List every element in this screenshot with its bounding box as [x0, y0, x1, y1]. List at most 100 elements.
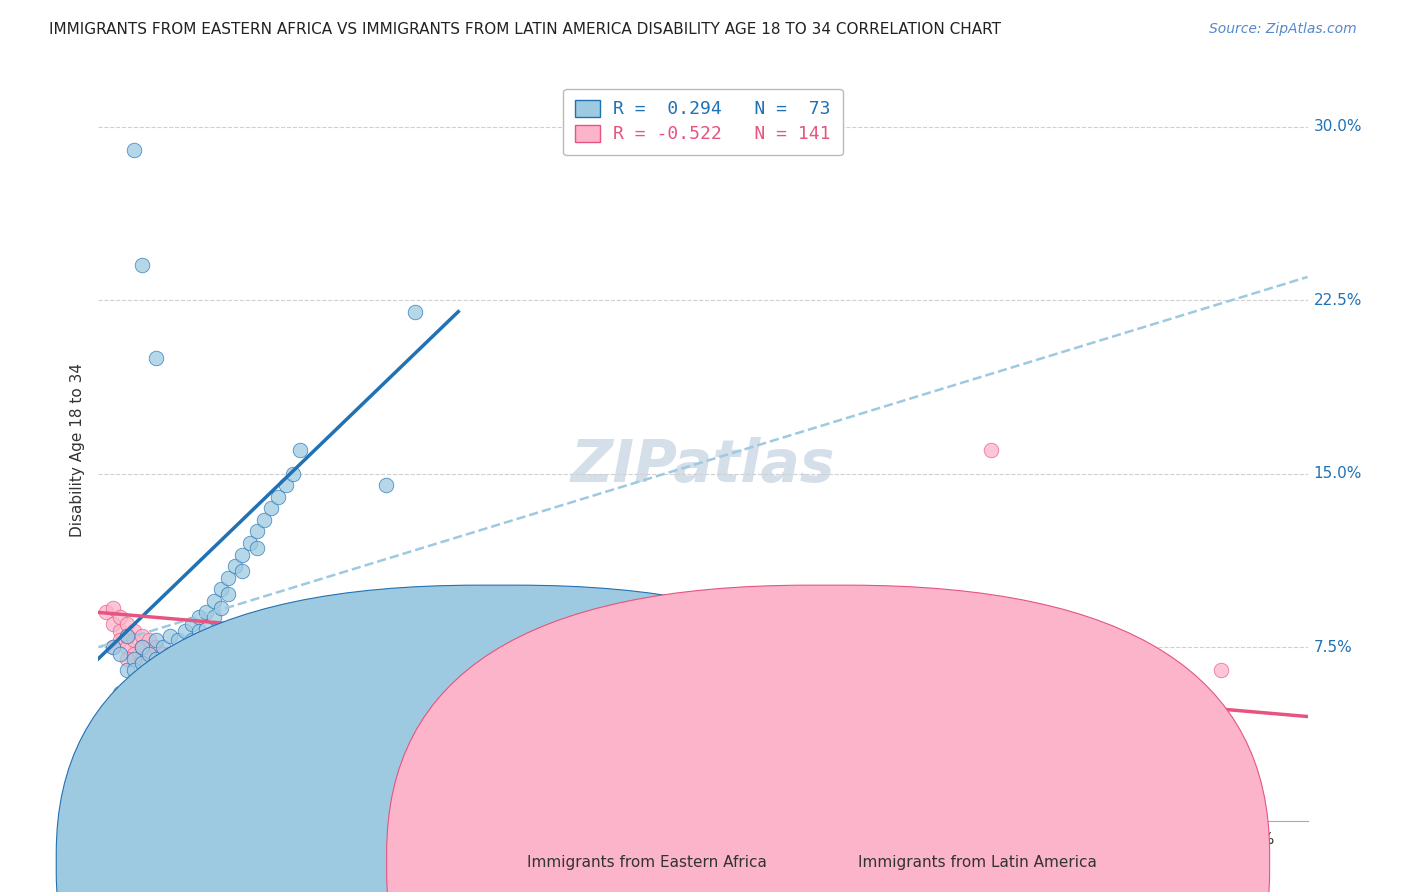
- Point: [274, 696, 297, 710]
- Point: [606, 714, 628, 728]
- Point: [101, 640, 124, 654]
- Point: [202, 668, 225, 682]
- Point: [202, 703, 225, 717]
- Point: [851, 719, 873, 733]
- Point: [980, 443, 1002, 458]
- Point: [288, 700, 311, 714]
- Point: [735, 714, 758, 728]
- Point: [778, 721, 800, 735]
- Point: [188, 674, 211, 689]
- Point: [346, 703, 368, 717]
- Point: [202, 680, 225, 694]
- Point: [231, 674, 253, 689]
- Point: [288, 684, 311, 698]
- Point: [648, 712, 671, 726]
- Text: IMMIGRANTS FROM EASTERN AFRICA VS IMMIGRANTS FROM LATIN AMERICA DISABILITY AGE 1: IMMIGRANTS FROM EASTERN AFRICA VS IMMIGR…: [49, 22, 1001, 37]
- Point: [706, 714, 728, 728]
- Point: [217, 587, 239, 601]
- Point: [1008, 728, 1031, 742]
- Point: [1211, 735, 1233, 749]
- Point: [115, 628, 138, 642]
- Point: [1022, 725, 1045, 739]
- Point: [980, 728, 1002, 742]
- Point: [692, 719, 714, 733]
- Point: [159, 663, 181, 677]
- Point: [231, 564, 253, 578]
- Text: 7.5%: 7.5%: [1313, 640, 1353, 655]
- Point: [288, 443, 311, 458]
- Point: [361, 719, 384, 733]
- Point: [101, 617, 124, 632]
- Point: [94, 606, 117, 620]
- Point: [124, 693, 146, 707]
- Point: [1038, 731, 1060, 745]
- Point: [1095, 732, 1118, 747]
- Point: [246, 684, 269, 698]
- Point: [152, 647, 174, 661]
- Text: ZIPatlas: ZIPatlas: [571, 437, 835, 494]
- Point: [217, 670, 239, 684]
- Point: [145, 651, 167, 665]
- Point: [159, 725, 181, 739]
- Point: [304, 705, 326, 719]
- Point: [936, 723, 959, 738]
- Point: [620, 709, 643, 723]
- Point: [166, 651, 188, 665]
- Point: [181, 698, 204, 712]
- Point: [181, 617, 204, 632]
- Point: [1211, 663, 1233, 677]
- Point: [145, 663, 167, 677]
- Point: [231, 674, 253, 689]
- Point: [404, 703, 426, 717]
- Point: [375, 478, 398, 492]
- Point: [108, 686, 131, 700]
- Point: [108, 633, 131, 648]
- Point: [591, 709, 613, 723]
- Point: [131, 657, 153, 671]
- Point: [491, 709, 513, 723]
- Point: [159, 628, 181, 642]
- Point: [950, 728, 973, 742]
- Point: [145, 351, 167, 365]
- Point: [124, 633, 146, 648]
- Point: [253, 513, 276, 527]
- Point: [475, 705, 498, 719]
- Point: [533, 707, 555, 722]
- Point: [138, 647, 160, 661]
- Point: [505, 705, 527, 719]
- Point: [108, 610, 131, 624]
- Point: [576, 714, 599, 728]
- Point: [246, 663, 269, 677]
- Point: [159, 651, 181, 665]
- Point: [217, 571, 239, 585]
- Point: [908, 721, 931, 735]
- Text: 15.0%: 15.0%: [1313, 467, 1362, 481]
- Point: [1137, 731, 1160, 745]
- Point: [159, 670, 181, 684]
- Point: [865, 723, 887, 738]
- Point: [274, 478, 297, 492]
- Point: [304, 686, 326, 700]
- Text: 30.0%: 30.0%: [1313, 119, 1362, 134]
- Point: [274, 640, 297, 654]
- Point: [188, 610, 211, 624]
- Point: [173, 674, 195, 689]
- Point: [1195, 732, 1218, 747]
- Point: [835, 723, 858, 738]
- Point: [131, 657, 153, 671]
- Point: [173, 691, 195, 706]
- Point: [188, 691, 211, 706]
- Point: [749, 721, 772, 735]
- Point: [159, 663, 181, 677]
- Point: [1153, 732, 1175, 747]
- Point: [115, 628, 138, 642]
- Point: [152, 640, 174, 654]
- Point: [678, 712, 700, 726]
- Point: [318, 698, 340, 712]
- Text: Immigrants from Eastern Africa: Immigrants from Eastern Africa: [527, 855, 768, 870]
- Point: [281, 467, 304, 481]
- Point: [461, 707, 484, 722]
- Point: [166, 686, 188, 700]
- Point: [108, 647, 131, 661]
- Point: [318, 709, 340, 723]
